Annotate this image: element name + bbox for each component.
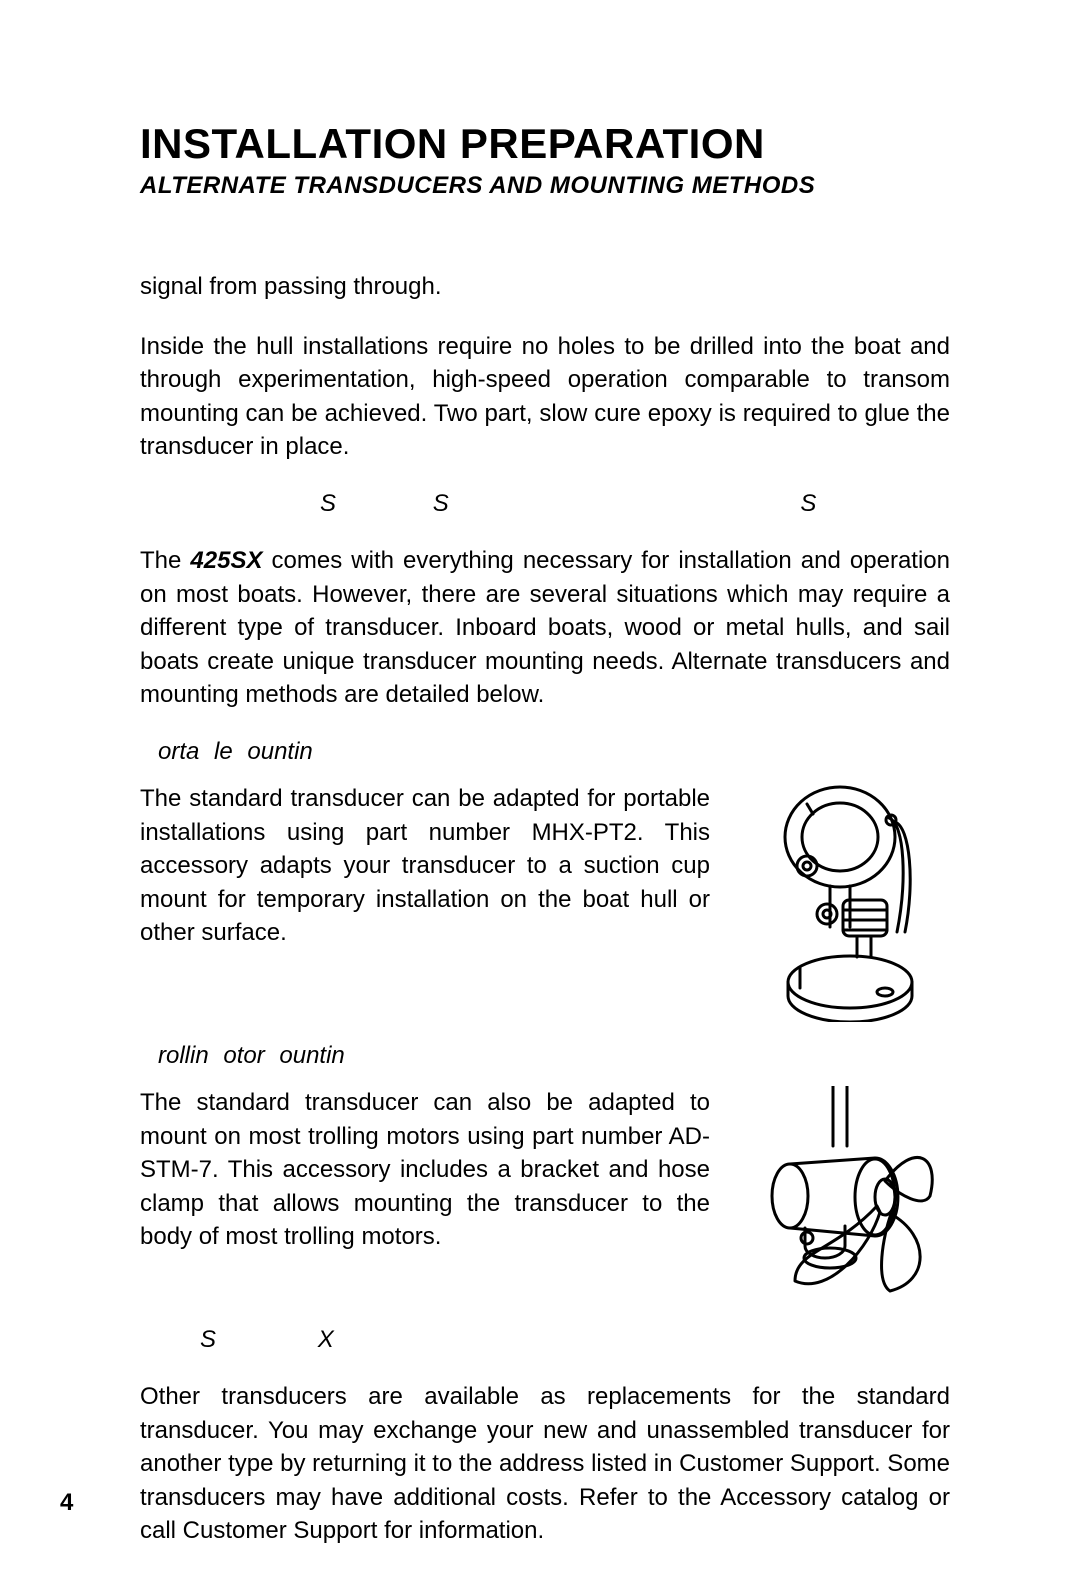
paragraph-portable: The standard transducer can be adapted f… [140,782,710,950]
page-title: INSTALLATION PREPARATION [140,120,950,168]
document-page: INSTALLATION PREPARATION ALTERNATE TRANS… [0,0,1080,1579]
letter-s4: S [200,1326,216,1354]
figure-trolling-motor [730,1086,950,1306]
letter-s1: S [320,490,336,518]
section-portable: The standard transducer can be adapted f… [140,782,950,1022]
paragraph-hull: Inside the hull installations require no… [140,330,950,464]
heading-trolling-mounting: rollin otor ountin [158,1042,950,1070]
letter-x: X [318,1326,334,1354]
section-letters-1: S S S [140,490,950,518]
heading-portable-mounting: orta le ountin [158,738,950,766]
para3-post: comes with everything necessary for inst… [140,547,950,708]
section-trolling: The standard transducer can also be adap… [140,1086,950,1306]
product-name: 425SX [190,547,262,574]
figure-suction-mount [730,782,950,1022]
page-subtitle: ALTERNATE TRANSDUCERS AND MOUNTING METHO… [140,172,950,200]
letter-s3: S [800,490,816,518]
page-number: 4 [60,1489,73,1517]
para3-pre: The [140,547,190,574]
paragraph-product: The 425SX comes with everything necessar… [140,544,950,712]
suction-mount-icon [745,782,935,1022]
trolling-motor-icon [735,1086,945,1306]
paragraph-other-transducers: Other transducers are available as repla… [140,1380,950,1548]
paragraph-trolling: The standard transducer can also be adap… [140,1086,710,1254]
paragraph-fragment: signal from passing through. [140,270,950,304]
section-letters-2: S X [140,1326,950,1354]
letter-s2: S [433,490,449,518]
